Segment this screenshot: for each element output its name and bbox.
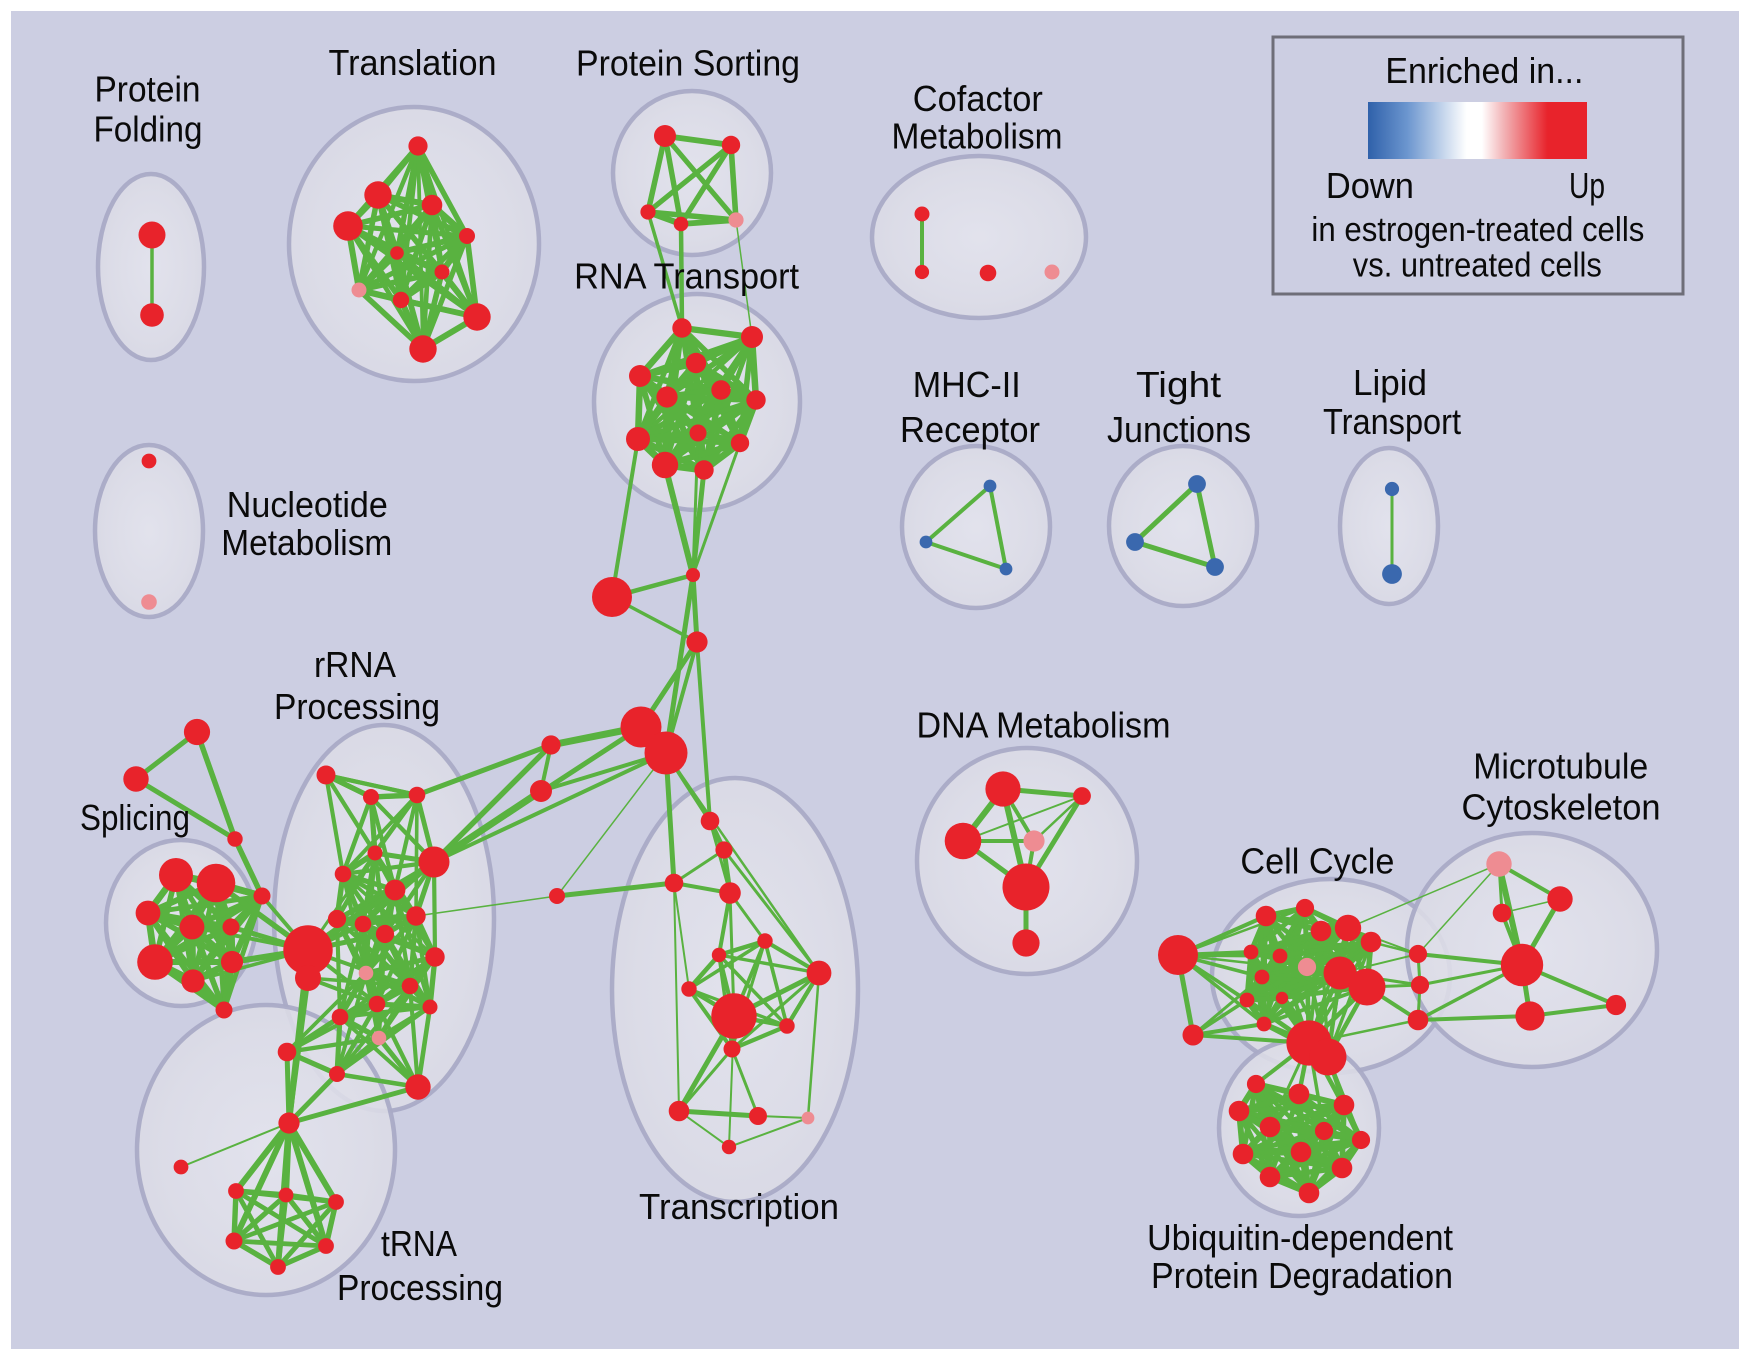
svg-text:Tight: Tight	[1136, 364, 1221, 405]
svg-text:Processing: Processing	[337, 1267, 503, 1308]
svg-text:Protein: Protein	[95, 69, 201, 110]
svg-text:Metabolism: Metabolism	[221, 522, 392, 563]
svg-text:Receptor: Receptor	[900, 409, 1040, 450]
svg-text:Processing: Processing	[274, 686, 440, 727]
svg-text:Metabolism: Metabolism	[892, 116, 1063, 157]
svg-text:Nucleotide: Nucleotide	[227, 484, 388, 525]
svg-text:RNA Transport: RNA Transport	[574, 256, 799, 297]
svg-text:DNA Metabolism: DNA Metabolism	[917, 705, 1171, 746]
svg-text:Splicing: Splicing	[80, 797, 190, 838]
svg-text:Junctions: Junctions	[1107, 409, 1251, 450]
svg-text:MHC-II: MHC-II	[913, 364, 1021, 405]
svg-text:Down: Down	[1326, 165, 1414, 206]
svg-text:Lipid: Lipid	[1353, 362, 1427, 403]
svg-text:rRNA: rRNA	[314, 644, 396, 685]
svg-text:Protein Degradation: Protein Degradation	[1151, 1255, 1453, 1296]
svg-text:tRNA: tRNA	[381, 1223, 457, 1264]
svg-text:Folding: Folding	[94, 109, 203, 150]
svg-text:Transcription: Transcription	[639, 1186, 839, 1227]
svg-text:Translation: Translation	[329, 42, 497, 83]
svg-text:Cell Cycle: Cell Cycle	[1240, 840, 1394, 881]
svg-text:in estrogen-treated cells: in estrogen-treated cells	[1311, 211, 1644, 249]
svg-text:Transport: Transport	[1323, 401, 1461, 442]
svg-text:Up: Up	[1569, 165, 1605, 206]
svg-text:Cofactor: Cofactor	[913, 78, 1043, 119]
svg-text:Enriched in...: Enriched in...	[1385, 50, 1583, 91]
svg-text:vs. untreated cells: vs. untreated cells	[1353, 247, 1602, 285]
svg-text:Protein Sorting: Protein Sorting	[576, 42, 800, 83]
svg-text:Microtubule: Microtubule	[1473, 746, 1648, 787]
svg-text:Cytoskeleton: Cytoskeleton	[1462, 786, 1661, 827]
svg-text:Ubiquitin-dependent: Ubiquitin-dependent	[1147, 1217, 1453, 1258]
